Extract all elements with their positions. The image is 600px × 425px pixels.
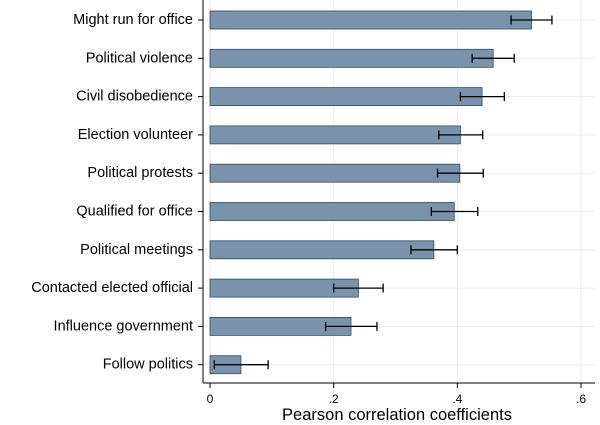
category-label: Qualified for office: [76, 204, 193, 220]
bar: [209, 163, 461, 183]
x-tick-label: .4: [452, 392, 462, 406]
x-tick-label: 0: [207, 392, 214, 406]
category-label: Contacted elected official: [31, 280, 193, 296]
bar: [209, 10, 532, 30]
bar: [209, 87, 483, 106]
bar: [209, 202, 455, 221]
category-label: Civil disobedience: [76, 89, 193, 105]
error-bars: [213, 15, 553, 370]
category-label: Might run for office: [73, 12, 193, 28]
x-tick-label: .2: [329, 392, 339, 406]
bar: [209, 48, 494, 68]
category-labels: Might run for office Political violence Ci…: [31, 12, 193, 373]
bar: [209, 240, 435, 260]
bars: [209, 10, 532, 375]
category-label: Election volunteer: [78, 127, 193, 143]
category-label: Follow politics: [103, 357, 193, 373]
x-tick-label: .6: [576, 392, 586, 406]
category-label: Political protests: [87, 165, 193, 181]
category-label: Political meetings: [80, 242, 193, 258]
category-label: Influence government: [54, 318, 193, 334]
axes: 0 .2 .4 .6: [198, 0, 595, 406]
bar: [209, 125, 461, 145]
x-axis-title: Pearson correlation coefficients: [282, 406, 512, 424]
category-label: Political violence: [86, 50, 193, 66]
